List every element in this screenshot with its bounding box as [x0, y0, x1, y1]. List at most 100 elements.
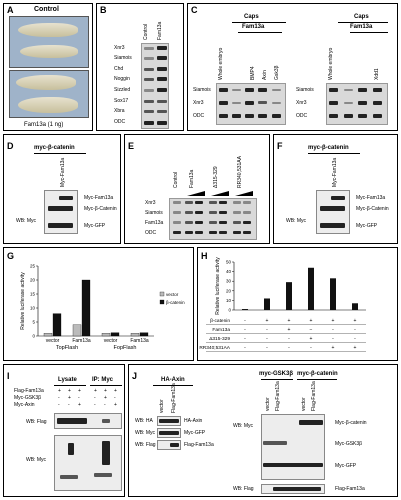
band-label: Myc-Fam13a	[84, 195, 114, 201]
band-label: Myc-GFP	[335, 463, 357, 469]
band-label: Myc-GFP	[84, 223, 106, 229]
ha-axin-line	[153, 385, 193, 386]
blot-band	[263, 463, 323, 467]
ip-myc-header: IP: Myc	[92, 377, 114, 383]
col-label-control: Control	[143, 23, 149, 40]
condition-value: +	[58, 388, 61, 394]
col-label: Axin	[262, 70, 268, 80]
panel-label: H	[201, 251, 208, 261]
panel-d: D myc-β-catenin Myc-Fam13a Myc-Fam13a My…	[3, 134, 121, 244]
dose-wedge	[211, 191, 229, 196]
col-label-fam13a: Fam13a	[157, 21, 163, 40]
condition-label: Myc-GSK3β	[14, 395, 42, 401]
panel-label: D	[7, 141, 14, 151]
gel-band	[233, 231, 241, 234]
condition-value: -	[58, 395, 60, 401]
col-label: vector	[159, 399, 165, 413]
gsk-line	[261, 379, 293, 380]
gene-label: Sox17	[114, 98, 129, 104]
blot-band	[170, 443, 179, 447]
gel-band	[373, 101, 382, 105]
gel-band	[258, 101, 267, 104]
col-label: Flag-Fam13a	[275, 381, 281, 411]
gene-label: Xbra	[114, 108, 125, 114]
gene-label: ODC	[296, 113, 308, 119]
col-label: RR340,531AA	[237, 156, 243, 188]
gene-label: Xnr3	[193, 100, 204, 106]
blot-band	[331, 196, 345, 200]
y-tick-label: 10	[226, 298, 232, 303]
gel-band	[157, 121, 167, 125]
gene-label: Siamois	[193, 87, 211, 93]
gel-band	[243, 221, 251, 224]
condition-value: -	[104, 402, 106, 408]
bar-chart-g: 0 5 10 15 20 25 Relative luciferase activity ve…	[20, 264, 185, 352]
condition-value: +	[310, 336, 313, 342]
gel-band	[209, 221, 217, 224]
gel-band	[209, 201, 217, 204]
wb-label: WB: Flag	[233, 486, 254, 492]
control-embryo-image	[9, 16, 89, 68]
bar	[330, 278, 336, 310]
gel-band	[344, 89, 353, 91]
condition-value: -	[94, 402, 96, 408]
panel-label: E	[128, 141, 135, 151]
condition-value: +	[114, 402, 117, 408]
panel-f-title: myc-β-catenin	[308, 145, 349, 151]
condition-label: RR340;531AA	[199, 345, 230, 351]
condition-value: +	[68, 388, 71, 394]
blot-band	[48, 206, 73, 211]
band-label: Flag-Fam13a	[184, 442, 214, 448]
bar	[72, 324, 82, 337]
gel-band	[157, 100, 167, 103]
panel-label: A	[7, 5, 14, 15]
fam13a-header: Fam13a	[242, 24, 265, 30]
panel-i: I Lysate IP: Myc Flag-Fam13a + + + + + + Myc-GS…	[3, 364, 125, 497]
gel-band	[233, 201, 241, 204]
panel-b: B Control Fam13a Xnr3 Siamois Chd Noggin…	[96, 3, 184, 131]
cat-line	[297, 379, 337, 380]
gel-band	[173, 221, 181, 224]
condition-value: -	[244, 345, 246, 351]
gel-band	[245, 101, 254, 105]
bar	[130, 333, 140, 337]
bar	[264, 298, 270, 310]
gel-band	[232, 102, 241, 104]
gel-band	[272, 102, 281, 104]
embryo	[18, 97, 78, 113]
ha-axin-header: HA-Axin	[161, 377, 185, 383]
condition-label: Flag-Fam13a	[14, 388, 44, 394]
condition-value: -	[266, 345, 268, 351]
lysate-line	[54, 385, 86, 386]
gel-band	[219, 221, 227, 224]
gene-label: Xnr3	[114, 45, 125, 51]
condition-value: -	[354, 327, 356, 333]
x-tick-label: vector	[46, 338, 60, 344]
dose-wedge	[235, 191, 253, 196]
caps-line	[338, 22, 388, 23]
bar	[43, 333, 53, 337]
gel-band	[219, 101, 228, 105]
gene-label: Siamois	[296, 87, 314, 93]
panel-a-subtitle: Fam13a (1 ng)	[24, 122, 64, 128]
title-line	[34, 153, 86, 154]
gel-band	[195, 211, 203, 214]
wb-label: WB: Myc	[233, 423, 253, 429]
gel-band	[157, 110, 167, 113]
western-blot	[157, 440, 181, 450]
panel-label: G	[7, 251, 15, 261]
group-label: TopFlash	[56, 345, 78, 351]
col-label: Fam13a	[189, 169, 195, 188]
gel-band	[245, 114, 254, 118]
gel-band	[157, 56, 167, 60]
condition-value: +	[354, 345, 357, 351]
condition-value: +	[104, 388, 107, 394]
y-tick-label: 15	[30, 292, 36, 297]
gel-band	[219, 201, 227, 204]
gel-band	[144, 110, 154, 113]
panel-f: F myc-β-catenin Myc-Fam13a Myc-Fam13a My…	[273, 134, 398, 244]
bar	[308, 267, 314, 310]
band-label: Myc-GSK3β	[335, 441, 363, 447]
condition-value: +	[354, 318, 357, 324]
ip-line	[90, 385, 122, 386]
